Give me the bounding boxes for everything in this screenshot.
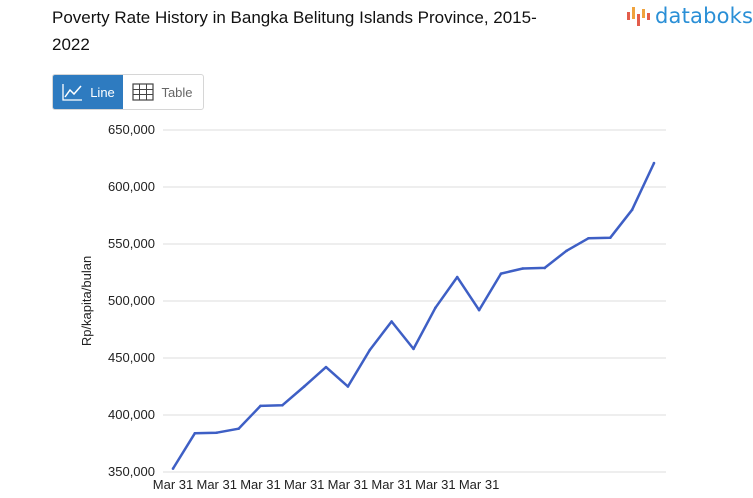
data-point[interactable] [368, 348, 372, 352]
y-tick-label: 550,000 [108, 236, 155, 251]
y-tick-label: 500,000 [108, 293, 155, 308]
data-point[interactable] [346, 385, 350, 388]
data-point[interactable] [499, 272, 503, 275]
table-view-button[interactable]: Table [123, 75, 202, 109]
data-point[interactable] [259, 404, 262, 408]
data-point[interactable] [302, 385, 306, 388]
x-tick-label: Mar 31 [459, 477, 499, 492]
data-point[interactable] [455, 275, 459, 279]
line-view-label: Line [90, 84, 115, 100]
y-tick-labels: 350,000 400,000 450,000 500,000 550,000 600,0… [108, 122, 155, 479]
y-tick-label: 600,000 [108, 179, 155, 194]
x-tick-label: Mar 31 [196, 477, 236, 492]
data-point[interactable] [324, 365, 328, 369]
data-point[interactable] [543, 266, 546, 270]
databoks-logo[interactable]: databoks [626, 3, 753, 29]
y-tick-label: 400,000 [108, 407, 155, 422]
line-chart-icon [62, 84, 83, 101]
databoks-bars-icon [627, 7, 650, 26]
data-point[interactable] [390, 320, 393, 323]
data-point[interactable] [171, 467, 175, 470]
y-tick-label: 350,000 [108, 464, 155, 479]
data-point[interactable] [281, 404, 284, 407]
table-view-label: Table [161, 84, 193, 100]
data-point[interactable] [434, 306, 437, 310]
x-tick-label: Mar 31 [240, 477, 280, 492]
x-tick-label: Mar 31 [371, 477, 411, 492]
data-point[interactable] [412, 347, 415, 351]
data-point[interactable] [630, 208, 634, 212]
data-point[interactable] [215, 431, 219, 434]
data-point[interactable] [652, 161, 656, 165]
x-tick-label: Mar 31 [328, 477, 368, 492]
y-tick-label: 650,000 [108, 122, 155, 137]
data-point[interactable] [237, 427, 240, 430]
data-point[interactable] [608, 236, 612, 240]
y-tick-label: 450,000 [108, 350, 155, 365]
poverty-line-series [171, 162, 656, 470]
series-line [171, 161, 656, 470]
data-point[interactable] [587, 237, 590, 240]
x-tick-label: Mar 31 [153, 477, 193, 492]
gridlines [163, 129, 666, 473]
table-icon [132, 83, 155, 101]
x-tick-label: Mar 31 [415, 477, 455, 492]
data-point[interactable] [521, 267, 525, 270]
data-point[interactable] [565, 249, 568, 253]
view-toggle: Line Table [52, 74, 204, 110]
data-point[interactable] [477, 308, 481, 312]
chart-title: Poverty Rate History in Bangka Belitung … [52, 8, 537, 54]
brand-name: databoks [655, 4, 753, 28]
x-tick-labels: Mar 31 Mar 31 Mar 31 Mar 31 Mar 31 Mar 31 Mar … [153, 477, 500, 492]
y-axis-label: Rp/kapita/bulan [79, 256, 94, 346]
line-view-button[interactable]: Line [53, 75, 123, 109]
data-point[interactable] [193, 431, 197, 435]
x-tick-label: Mar 31 [284, 477, 324, 492]
